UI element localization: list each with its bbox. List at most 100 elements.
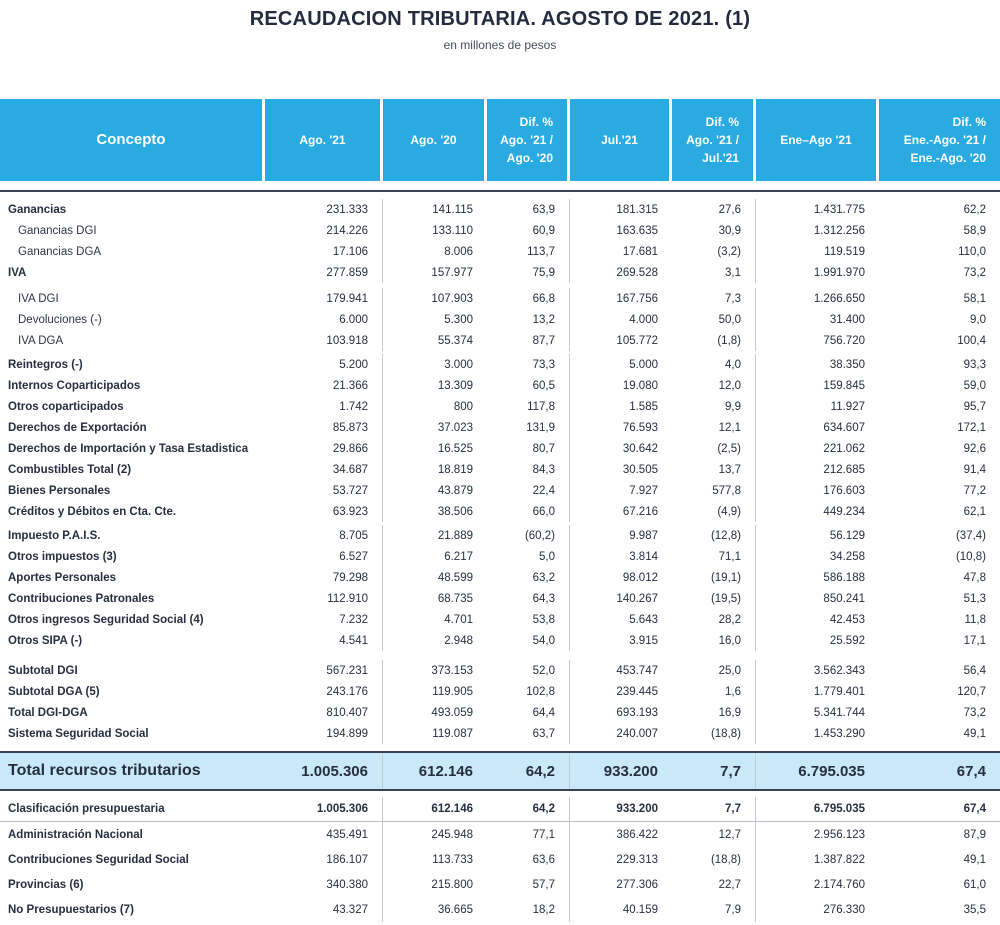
cell-value: 5.643: [629, 613, 658, 626]
table-row: Total DGI-DGA 810.407 493.059 64,4 693.193 16…: [0, 702, 1000, 723]
cell-value: 92,6: [963, 442, 986, 455]
cell-value: 75,9: [487, 262, 570, 283]
cell-value: 1.005.306: [265, 797, 383, 821]
cell-value: 28,2: [672, 609, 756, 630]
cell-value: 73,2: [963, 706, 986, 719]
cell-value: 63,9: [487, 199, 570, 220]
cell-value: 5.000: [629, 358, 658, 371]
cell-value: 62,1: [963, 505, 986, 518]
column-header-line: Ago. '21: [299, 133, 346, 147]
cell-value: 6.000: [265, 309, 383, 330]
cell-value: 5.341.744: [813, 706, 865, 719]
table-row: Otros ingresos Seguridad Social (4) 7.232…: [0, 609, 1000, 630]
cell-value: 36.665: [437, 903, 473, 916]
cell-value: 159.845: [823, 379, 865, 392]
row-label: IVA: [8, 266, 27, 279]
cell-value: 29.866: [265, 438, 383, 459]
row-label: Total DGI-DGA: [8, 706, 88, 719]
cell-value: 140.267: [616, 592, 658, 605]
table-row: Ganancias DGI 214.226 133.110 60,9 163.635 30…: [0, 220, 1000, 241]
cell-value: 102,8: [487, 681, 570, 702]
cell-value: 40.159: [622, 903, 658, 916]
cell-value: 1,6: [672, 681, 756, 702]
row-label: IVA DGI: [18, 292, 59, 305]
cell-value: 80,7: [487, 438, 570, 459]
cell-value: 34.687: [265, 459, 383, 480]
cell-value: 21.889: [437, 529, 473, 542]
cell-value: 84,3: [487, 459, 570, 480]
cell-value: 43.879: [437, 484, 473, 497]
cell-value: 141.115: [432, 203, 473, 216]
column-header-line: Dif. %: [952, 115, 986, 129]
cell-value: 13.309: [437, 379, 473, 392]
cell-value: 17.681: [622, 245, 658, 258]
row-label: Contribuciones Seguridad Social: [8, 853, 189, 866]
cell-value: 68.735: [437, 592, 473, 605]
cell-value: 157.977: [431, 266, 473, 279]
cell-value: 64,4: [487, 702, 570, 723]
cell-value: 7.927: [629, 484, 658, 497]
cell-value: 67.216: [622, 505, 658, 518]
cell-value: 35,5: [963, 903, 986, 916]
cell-value: 64,2: [487, 797, 570, 821]
cell-value: 107.903: [431, 292, 473, 305]
row-label: Subtotal DGA (5): [8, 685, 100, 698]
cell-value: 7,3: [672, 288, 756, 309]
cell-value: 181.315: [616, 203, 658, 216]
cell-value: 435.491: [265, 822, 383, 847]
cell-value: 11.927: [830, 400, 865, 413]
cell-value: 586.188: [823, 571, 865, 584]
cell-value: 3.562.343: [813, 664, 865, 677]
cell-value: 71,1: [672, 546, 756, 567]
cell-value: 53.727: [265, 480, 383, 501]
cell-value: 25,0: [672, 660, 756, 681]
cell-value: 277.306: [616, 878, 658, 891]
cell-value: 103.918: [265, 330, 383, 351]
cell-value: 57,7: [487, 872, 570, 897]
column-header-line: Ago. '20: [410, 133, 457, 147]
budget-classification-section: Clasificación presupuestaria 1.005.306 612…: [0, 791, 1000, 922]
row-label: Internos Coparticipados: [8, 379, 141, 392]
row-label: Clasificación presupuestaria: [8, 803, 165, 815]
cell-value: 55.374: [437, 334, 473, 347]
cell-value: 634.607: [823, 421, 865, 434]
table-row: Créditos y Débitos en Cta. Cte. 63.923 38.…: [0, 501, 1000, 522]
row-label: Subtotal DGI: [8, 664, 78, 677]
cell-value: 30.505: [622, 463, 658, 476]
row-label: Provincias (6): [8, 878, 84, 891]
cell-value: (18,8): [672, 847, 756, 872]
table-row: Combustibles Total (2) 34.687 18.819 84,3 30…: [0, 459, 1000, 480]
cell-value: 120,7: [957, 685, 986, 698]
column-header-line: Ene.-Ago. '21 /: [903, 133, 986, 147]
row-label: Derechos de Importación y Tasa Estadisti…: [8, 442, 249, 455]
table-row: Devoluciones (-) 6.000 5.300 13,2 4.000 50,0 3…: [0, 309, 1000, 330]
cell-value: 800: [453, 400, 473, 413]
cell-value: 22,7: [672, 872, 756, 897]
row-label: Bienes Personales: [8, 484, 111, 497]
cell-value: 52,0: [487, 660, 570, 681]
row-label: Reintegros (-): [8, 358, 83, 371]
row-label: Otros SIPA (-): [8, 634, 83, 647]
cell-value: 340.380: [265, 872, 383, 897]
cell-value: 212.685: [823, 463, 865, 476]
cell-value: 163.635: [616, 224, 658, 237]
cell-value: 37.023: [437, 421, 473, 434]
cell-value: (37,4): [955, 529, 986, 542]
cell-value: 229.313: [616, 853, 658, 866]
cell-value: 59,0: [963, 379, 986, 392]
column-header: Concepto: [0, 99, 265, 181]
cell-value: (3,2): [672, 241, 756, 262]
cell-value: 449.234: [823, 505, 865, 518]
cell-value: (18,8): [672, 723, 756, 744]
cell-value: 53,8: [487, 609, 570, 630]
cell-value: 12,7: [672, 822, 756, 847]
cell-value: 5,0: [487, 546, 570, 567]
footer-row: Administración Nacional 435.491 245.948 77,…: [0, 822, 1000, 847]
cell-value: 62,2: [963, 203, 986, 216]
table-row: Aportes Personales 79.298 48.599 63,2 98.012…: [0, 567, 1000, 588]
column-header: Jul.'21: [570, 99, 672, 181]
cell-value: 31.400: [829, 313, 865, 326]
cell-value: 19.080: [622, 379, 658, 392]
cell-value: 77,2: [963, 484, 986, 497]
table-row: IVA 277.859 157.977 75,9 269.528 3,1 1.991.970…: [0, 262, 1000, 283]
